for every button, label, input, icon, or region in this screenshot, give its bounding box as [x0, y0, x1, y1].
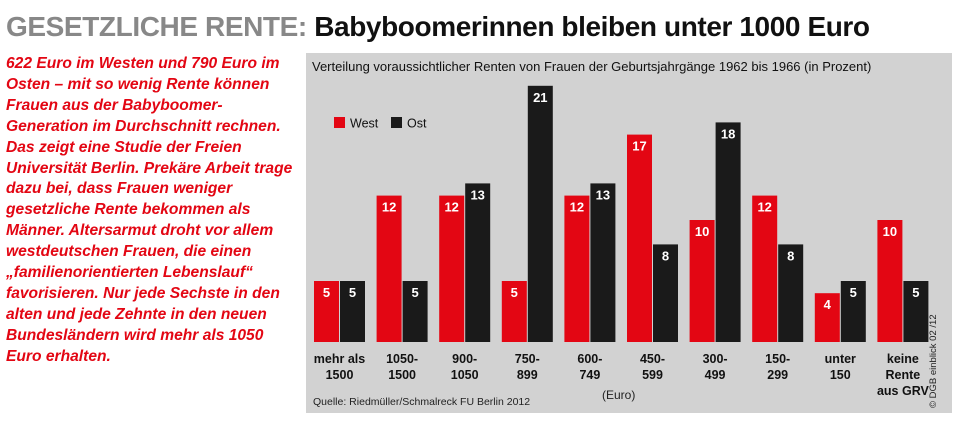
bar-value-label-ost: 5	[411, 285, 418, 300]
bar-value-label-ost: 5	[850, 285, 857, 300]
bar-value-label-west: 5	[511, 285, 518, 300]
x-tick-label: keine Rente aus GRV	[877, 352, 930, 398]
bar-value-label-ost: 18	[721, 126, 735, 141]
x-tick-label: mehr als 1500	[314, 352, 365, 382]
bar-value-label-ost: 5	[912, 285, 919, 300]
bar-value-label-ost: 21	[533, 90, 547, 105]
legend-label-west: West	[350, 117, 379, 131]
x-tick-label: unter 150	[825, 352, 856, 382]
bar-value-label-west: 4	[824, 297, 832, 312]
source-note: Quelle: Riedmüller/Schmalreck FU Berlin …	[313, 396, 531, 408]
bar-west	[627, 134, 652, 342]
bar-value-label-west: 12	[757, 200, 771, 215]
bar-ost	[590, 183, 616, 342]
x-tick-label: 750-899	[515, 352, 540, 382]
x-tick-label: 300-499	[703, 352, 728, 382]
bar-value-label-west: 17	[632, 139, 646, 154]
bar-value-label-ost: 8	[662, 248, 669, 263]
bar-value-label-west: 12	[570, 200, 584, 215]
headline: GESETZLICHE RENTE: Babyboomerinnen bleib…	[6, 10, 946, 44]
bar-value-label-west: 12	[382, 200, 396, 215]
bar-ost	[778, 244, 804, 342]
bar-west	[314, 281, 339, 342]
bar-ost	[402, 281, 428, 342]
bar-ost	[840, 281, 866, 342]
bar-value-label-west: 12	[444, 200, 458, 215]
bar-value-label-west: 10	[883, 224, 897, 239]
bar-west	[501, 281, 527, 342]
teaser-text: 622 Euro im Westen und 790 Euro im Osten…	[6, 55, 293, 365]
legend-label-ost: Ost	[407, 117, 427, 131]
bar-ost	[340, 281, 365, 342]
bar-ost	[903, 281, 929, 342]
bar-ost	[715, 122, 741, 343]
x-tick-label: 450-599	[640, 352, 665, 382]
legend-swatch-ost	[391, 117, 402, 128]
legend-swatch-west	[334, 117, 345, 128]
bar-value-label-west: 5	[323, 285, 330, 300]
x-tick-label: 900-1050	[451, 352, 479, 382]
bar-west	[752, 195, 778, 342]
x-tick-label: 600-749	[577, 352, 602, 382]
bar-ost	[653, 244, 678, 342]
bar-value-label-ost: 13	[596, 187, 610, 202]
bar-west	[689, 220, 715, 342]
bar-ost	[527, 85, 553, 343]
bar-west	[564, 195, 590, 342]
x-tick-label: 1050-1500	[386, 352, 418, 382]
headline-kicker: GESETZLICHE RENTE:	[6, 11, 307, 42]
bar-west	[376, 195, 402, 342]
bar-west	[439, 195, 465, 342]
x-tick-label: 150-299	[765, 352, 790, 382]
bar-value-label-ost: 8	[787, 248, 794, 263]
x-axis-unit-label: (Euro)	[602, 388, 636, 402]
bar-west	[814, 293, 840, 342]
headline-title: Babyboomerinnen bleiben unter 1000 Euro	[314, 11, 870, 42]
chart-title: Verteilung voraussichtlicher Renten von …	[312, 59, 872, 74]
copyright-note: © DGB einblick 02 /12	[928, 314, 939, 408]
bar-ost	[465, 183, 491, 342]
bar-value-label-ost: 13	[470, 187, 484, 202]
bar-value-label-ost: 5	[349, 285, 356, 300]
bar-west	[877, 220, 903, 342]
bar-value-label-west: 10	[695, 224, 709, 239]
